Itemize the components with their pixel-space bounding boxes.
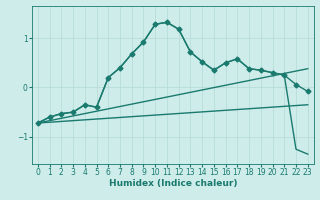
X-axis label: Humidex (Indice chaleur): Humidex (Indice chaleur) <box>108 179 237 188</box>
